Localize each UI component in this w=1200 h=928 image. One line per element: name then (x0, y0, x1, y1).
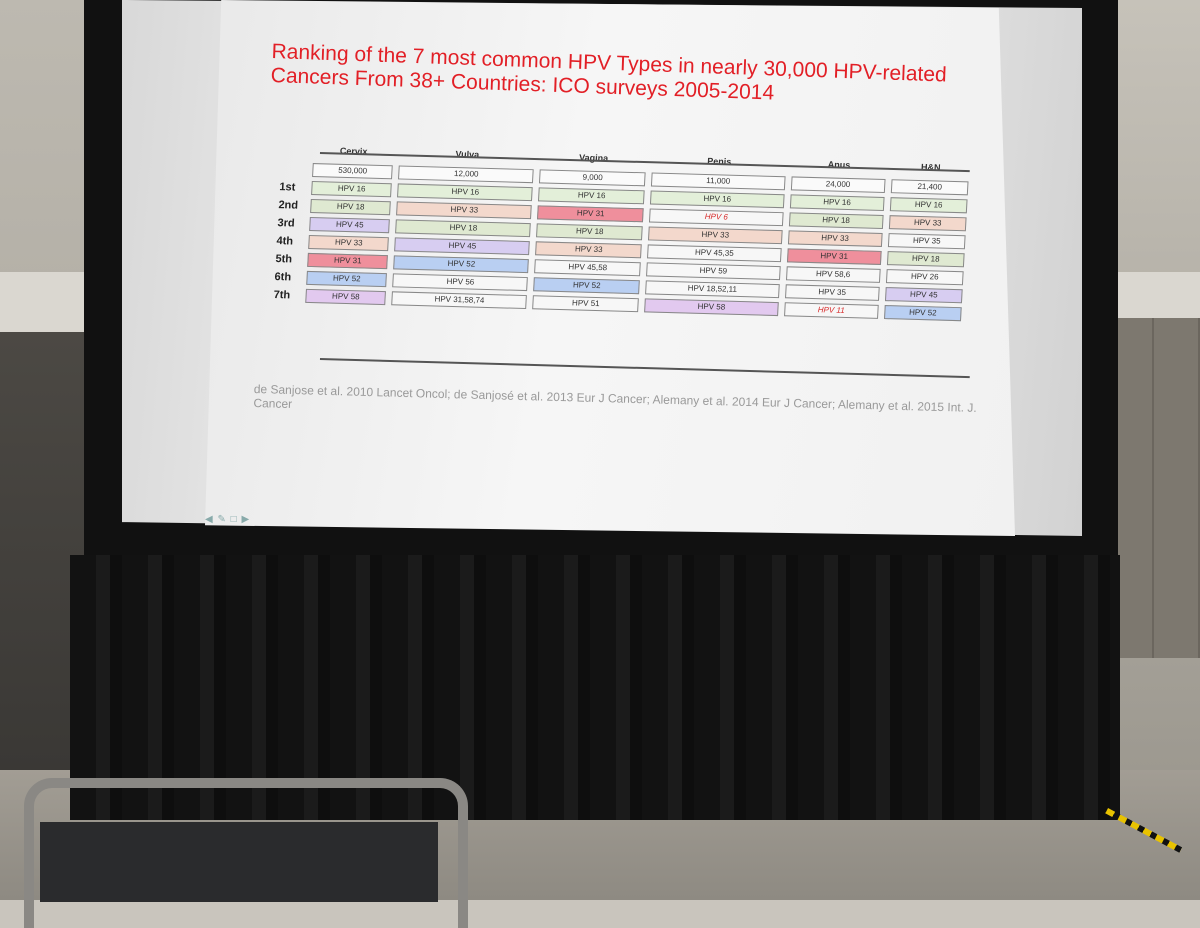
hpv-type-cell: HPV 16 (889, 197, 968, 214)
rank-label: 1st (279, 181, 296, 194)
hpv-type-cell: HPV 16 (538, 187, 645, 205)
wall-tiles-right (1108, 318, 1200, 658)
hpv-type-cell: HPV 51 (532, 295, 640, 313)
rank-label: 3rd (277, 217, 295, 230)
count-penis: 11,000 (651, 172, 786, 191)
hpv-type-cell: HPV 18 (788, 212, 884, 229)
hpv-type-cell: HPV 58,6 (785, 266, 881, 283)
chair-back (40, 822, 438, 902)
hpv-type-cell: HPV 45 (309, 216, 391, 234)
hpv-type-cell: HPV 33 (308, 234, 390, 252)
hpv-type-cell: HPV 59 (646, 262, 781, 281)
hpv-type-cell: HPV 33 (648, 226, 783, 245)
hpv-type-cell: HPV 52 (883, 305, 962, 322)
rank-label: 2nd (278, 199, 299, 212)
count-cervix: 530,000 (312, 163, 394, 180)
hpv-type-cell: HPV 16 (311, 181, 393, 198)
rank-label: 6th (274, 271, 292, 284)
rank-label: 4th (276, 235, 294, 248)
rank-header-blank (281, 144, 308, 159)
rank-label: 7th (273, 289, 291, 302)
hpv-type-cell: HPV 16 (397, 183, 534, 202)
hpv-type-cell: HPV 31,58,74 (391, 291, 528, 310)
hpv-type-cell: HPV 26 (885, 269, 964, 286)
count-vulva: 12,000 (398, 165, 535, 184)
hpv-type-cell: HPV 58 (644, 298, 779, 317)
hpv-type-cell: HPV 58 (305, 288, 387, 306)
hpv-type-cell: HPV 11 (783, 302, 879, 319)
hpv-type-cell: HPV 31 (537, 205, 645, 223)
hpv-type-cell: HPV 33 (535, 241, 643, 259)
screen-skirt (70, 555, 1120, 820)
hpv-type-cell: HPV 18 (310, 198, 392, 216)
rank-rows: 1st HPV 16 HPV 16 HPV 16 HPV 16 HPV 16 HPV 16 2… (273, 180, 968, 322)
hpv-type-cell: HPV 45,35 (647, 244, 782, 263)
hpv-type-cell: HPV 18,52,11 (645, 280, 780, 299)
hpv-type-cell: HPV 33 (888, 215, 967, 232)
hpv-type-cell: HPV 35 (784, 284, 880, 301)
rank-label: 5th (275, 253, 293, 266)
count-vagina: 9,000 (539, 169, 646, 187)
hpv-type-cell: HPV 35 (887, 233, 966, 250)
hpv-type-cell: HPV 31 (786, 248, 882, 265)
count-row-blank (280, 162, 307, 177)
hpv-type-cell: HPV 56 (392, 273, 529, 292)
hpv-type-cell: HPV 33 (787, 230, 883, 247)
hpv-type-cell: HPV 16 (789, 194, 885, 211)
hpv-type-cell: HPV 16 (650, 190, 785, 209)
hpv-type-cell: HPV 18 (886, 251, 965, 268)
hpv-type-cell: HPV 6 (649, 208, 784, 227)
hpv-type-cell: HPV 31 (307, 252, 389, 270)
hpv-type-cell: HPV 45 (884, 287, 963, 304)
hpv-type-cell: HPV 18 (395, 219, 532, 238)
hpv-type-cell: HPV 33 (396, 201, 533, 220)
hpv-type-cell: HPV 52 (306, 270, 388, 288)
count-head-neck: 21,400 (890, 179, 969, 196)
hpv-type-cell: HPV 52 (393, 255, 530, 274)
count-anus: 24,000 (790, 176, 886, 194)
hpv-type-cell: HPV 18 (536, 223, 644, 241)
hpv-type-cell: HPV 45 (394, 237, 531, 256)
hpv-type-cell: HPV 45,58 (534, 259, 642, 277)
slide-nav-toolbar[interactable]: ◀ ✎ □ ▶ (205, 514, 251, 525)
hpv-type-cell: HPV 52 (533, 277, 641, 295)
chair-frame (24, 778, 468, 928)
